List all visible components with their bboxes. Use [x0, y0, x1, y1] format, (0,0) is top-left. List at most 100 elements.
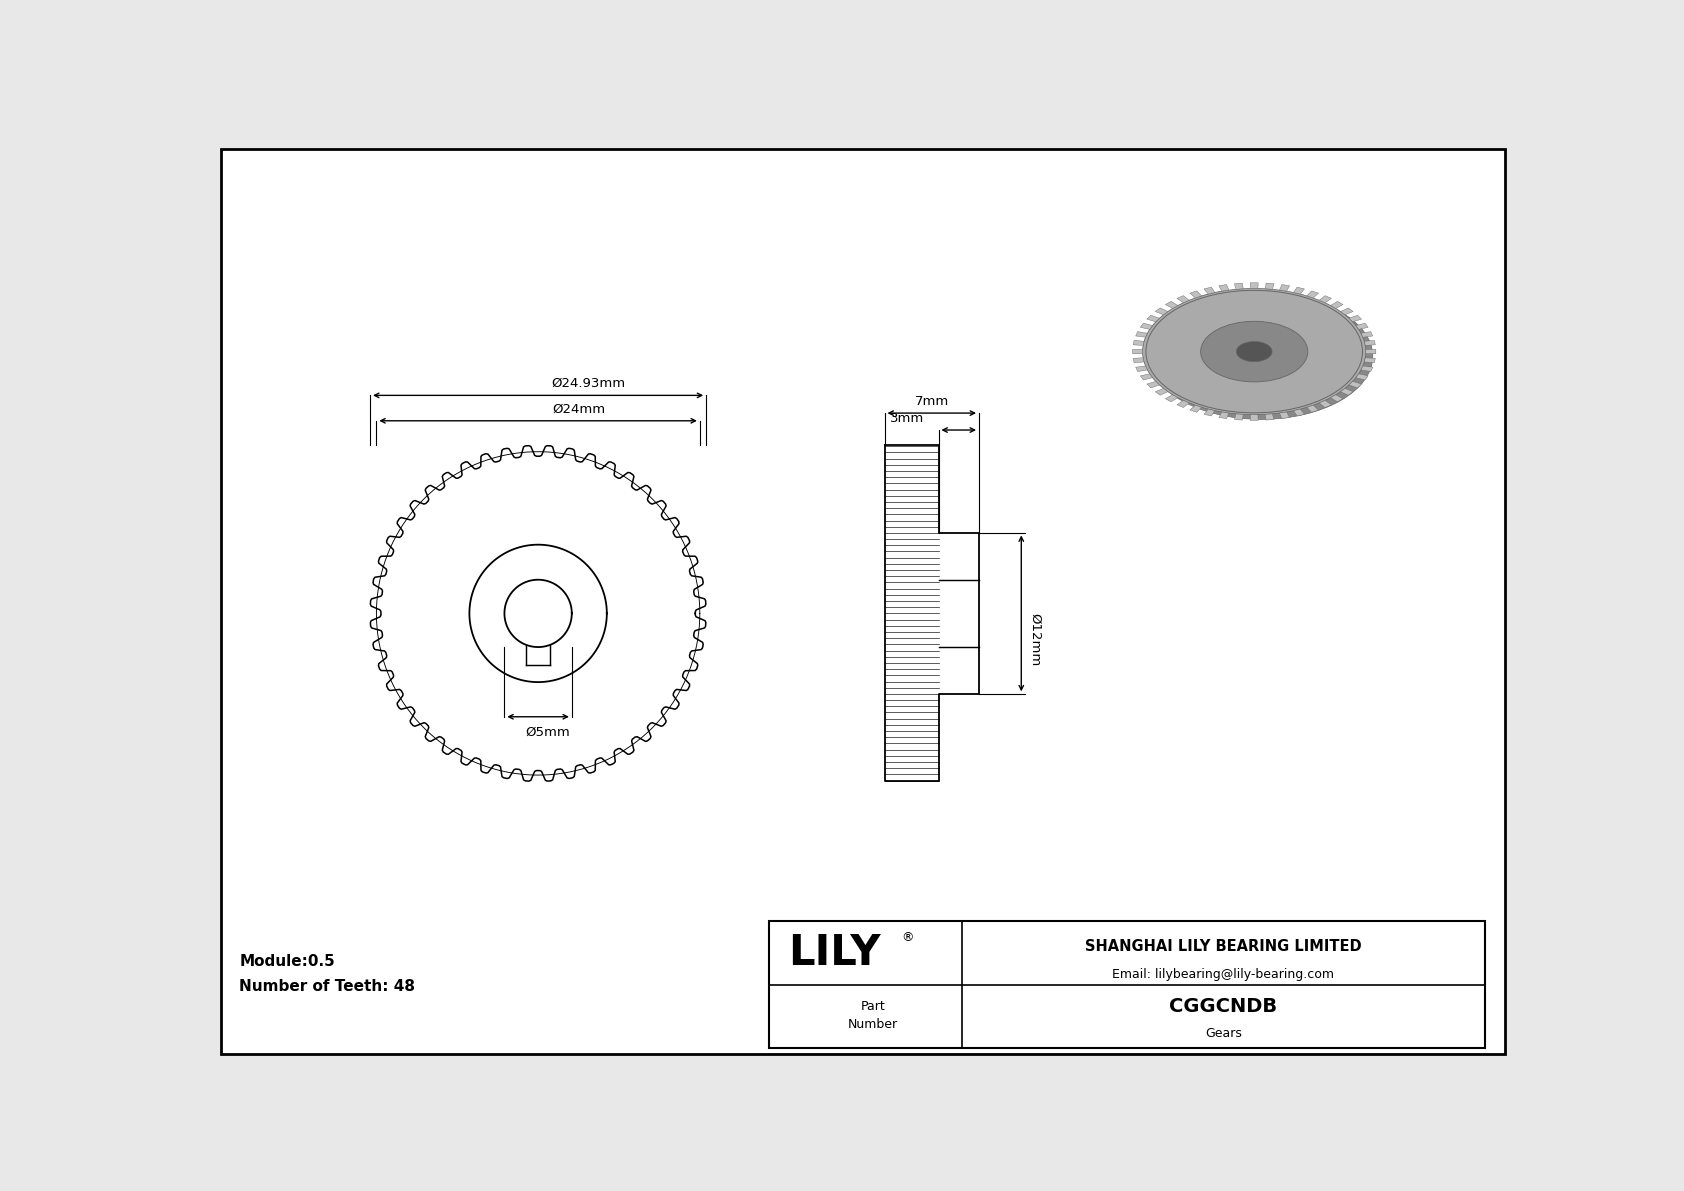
- Polygon shape: [1143, 358, 1150, 366]
- Polygon shape: [1307, 405, 1319, 412]
- Polygon shape: [1180, 399, 1189, 405]
- Polygon shape: [1170, 308, 1179, 314]
- Polygon shape: [1142, 350, 1150, 357]
- Polygon shape: [1186, 401, 1196, 407]
- Polygon shape: [1157, 384, 1167, 389]
- Polygon shape: [1143, 356, 1150, 363]
- Polygon shape: [1250, 282, 1258, 288]
- Polygon shape: [1293, 287, 1305, 294]
- Polygon shape: [1364, 341, 1376, 345]
- Text: Ø24.93mm: Ø24.93mm: [551, 378, 625, 389]
- Polygon shape: [1154, 324, 1162, 330]
- Polygon shape: [1330, 394, 1344, 401]
- Polygon shape: [1145, 367, 1154, 373]
- Polygon shape: [1165, 312, 1175, 318]
- Polygon shape: [1182, 400, 1192, 406]
- Polygon shape: [1140, 323, 1152, 330]
- Polygon shape: [1159, 385, 1169, 392]
- Polygon shape: [1204, 287, 1214, 294]
- Polygon shape: [1191, 299, 1201, 304]
- Polygon shape: [1167, 392, 1177, 398]
- Polygon shape: [1143, 344, 1150, 351]
- Polygon shape: [1212, 410, 1223, 416]
- Polygon shape: [1186, 300, 1196, 306]
- Polygon shape: [1180, 304, 1189, 308]
- Polygon shape: [1172, 394, 1182, 400]
- Polygon shape: [1155, 320, 1165, 326]
- Polygon shape: [1147, 381, 1159, 388]
- Polygon shape: [1219, 285, 1229, 291]
- Polygon shape: [1216, 411, 1226, 417]
- Polygon shape: [1164, 388, 1172, 394]
- Polygon shape: [1148, 329, 1157, 336]
- Polygon shape: [1147, 332, 1155, 339]
- Polygon shape: [1189, 403, 1197, 409]
- Polygon shape: [1152, 325, 1160, 332]
- Polygon shape: [1145, 364, 1152, 372]
- Polygon shape: [1155, 381, 1165, 388]
- Polygon shape: [1265, 283, 1275, 289]
- Polygon shape: [1140, 374, 1152, 380]
- Ellipse shape: [1236, 342, 1271, 362]
- Polygon shape: [1150, 374, 1159, 381]
- Polygon shape: [1142, 349, 1150, 355]
- Polygon shape: [1189, 299, 1197, 305]
- Polygon shape: [1216, 292, 1226, 297]
- Polygon shape: [1143, 341, 1152, 348]
- Polygon shape: [1167, 310, 1177, 317]
- Polygon shape: [1204, 294, 1214, 300]
- Text: LILY: LILY: [788, 933, 881, 974]
- Polygon shape: [1366, 349, 1376, 354]
- Polygon shape: [1155, 388, 1169, 395]
- Polygon shape: [1133, 341, 1143, 345]
- Polygon shape: [1143, 338, 1152, 345]
- Polygon shape: [1191, 404, 1201, 410]
- Polygon shape: [1250, 414, 1258, 420]
- Polygon shape: [1177, 400, 1189, 407]
- Ellipse shape: [1142, 288, 1366, 414]
- Polygon shape: [1330, 301, 1344, 308]
- Polygon shape: [1361, 331, 1372, 337]
- Polygon shape: [1209, 293, 1219, 298]
- Polygon shape: [1170, 393, 1179, 399]
- Polygon shape: [1147, 316, 1159, 322]
- Text: Gears: Gears: [1206, 1027, 1241, 1040]
- Polygon shape: [1164, 313, 1172, 319]
- Text: Ø5mm: Ø5mm: [525, 727, 569, 738]
- Polygon shape: [1197, 297, 1207, 303]
- Polygon shape: [1148, 373, 1157, 379]
- Polygon shape: [1147, 331, 1155, 337]
- Polygon shape: [1133, 357, 1143, 363]
- Polygon shape: [1204, 409, 1214, 416]
- Polygon shape: [1165, 389, 1175, 397]
- Polygon shape: [1145, 335, 1154, 342]
- Text: Email: lilybearing@lily-bearing.com: Email: lilybearing@lily-bearing.com: [1113, 968, 1334, 981]
- Polygon shape: [1165, 301, 1177, 308]
- Polygon shape: [1201, 295, 1211, 301]
- Polygon shape: [1142, 353, 1150, 360]
- Polygon shape: [1201, 407, 1211, 412]
- Polygon shape: [1206, 409, 1216, 414]
- Polygon shape: [1143, 355, 1150, 361]
- Polygon shape: [1280, 412, 1290, 418]
- Polygon shape: [1154, 322, 1162, 328]
- Polygon shape: [1194, 298, 1204, 303]
- Text: Part
Number: Part Number: [849, 1000, 898, 1031]
- Polygon shape: [1159, 317, 1169, 323]
- Text: CGGCNDB: CGGCNDB: [1169, 997, 1278, 1016]
- Text: Number of Teeth: 48: Number of Teeth: 48: [239, 979, 416, 993]
- Polygon shape: [1145, 337, 1152, 343]
- Text: ®: ®: [901, 931, 914, 944]
- Polygon shape: [1175, 306, 1184, 312]
- Text: Ø24mm: Ø24mm: [552, 403, 605, 416]
- Polygon shape: [1143, 343, 1150, 349]
- Ellipse shape: [1201, 322, 1308, 382]
- Polygon shape: [1177, 295, 1189, 303]
- Polygon shape: [1162, 314, 1170, 322]
- Polygon shape: [1154, 378, 1162, 385]
- Polygon shape: [1147, 368, 1155, 375]
- Polygon shape: [1154, 380, 1162, 386]
- Polygon shape: [1143, 361, 1152, 367]
- Bar: [770, 922, 1485, 1048]
- Polygon shape: [1280, 285, 1290, 291]
